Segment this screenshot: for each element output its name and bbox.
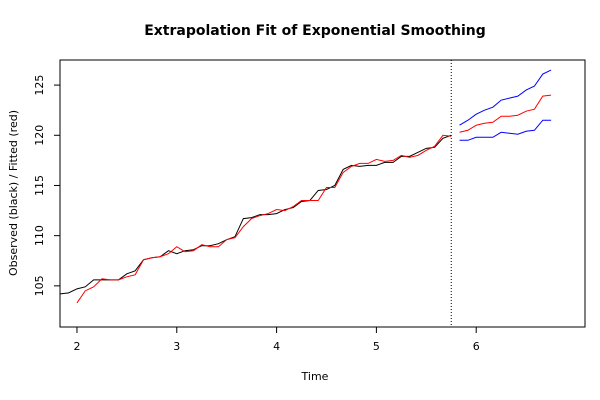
x-axis-label: Time [301, 370, 329, 383]
series-line [76, 134, 452, 304]
x-tick-label: 6 [473, 340, 480, 353]
series-line [459, 69, 552, 126]
x-tick-label: 3 [173, 340, 180, 353]
x-tick-label: 5 [373, 340, 380, 353]
chart-title: Extrapolation Fit of Exponential Smoothi… [144, 23, 486, 39]
x-tick-label: 4 [273, 340, 280, 353]
series-line [60, 134, 452, 295]
series-line [459, 94, 552, 133]
y-tick-label: 125 [33, 75, 46, 96]
y-tick-label: 110 [33, 225, 46, 246]
y-tick-label: 105 [33, 275, 46, 296]
series-line [459, 119, 552, 141]
x-tick-label: 2 [73, 340, 80, 353]
y-axis-label: Observed (black) / Fitted (red) [7, 110, 20, 276]
y-tick-label: 115 [33, 175, 46, 196]
plot-box [59, 59, 586, 328]
y-tick-label: 120 [33, 125, 46, 146]
